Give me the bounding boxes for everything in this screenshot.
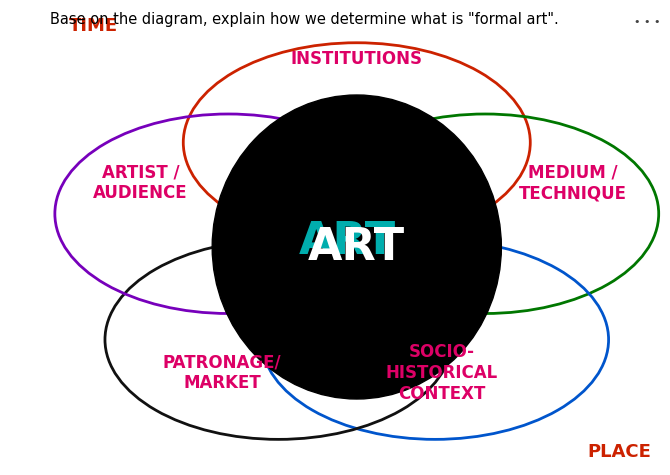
Text: ART: ART xyxy=(308,226,405,268)
Text: INSTITUTIONS: INSTITUTIONS xyxy=(291,50,423,68)
Text: ARTIST /
AUDIENCE: ARTIST / AUDIENCE xyxy=(93,163,188,202)
Text: PLACE: PLACE xyxy=(588,443,651,461)
Text: Base on the diagram, explain how we determine what is "formal art".: Base on the diagram, explain how we dete… xyxy=(50,12,559,27)
Ellipse shape xyxy=(212,95,501,399)
Text: • • •: • • • xyxy=(634,17,661,27)
Text: TIME: TIME xyxy=(68,17,118,35)
Text: PATRONAGE/
MARKET: PATRONAGE/ MARKET xyxy=(163,353,281,392)
Text: SOCIO-
HISTORICAL
CONTEXT: SOCIO- HISTORICAL CONTEXT xyxy=(385,343,497,403)
Text: MEDIUM /
TECHNIQUE: MEDIUM / TECHNIQUE xyxy=(519,163,627,202)
Text: ART: ART xyxy=(298,220,395,263)
